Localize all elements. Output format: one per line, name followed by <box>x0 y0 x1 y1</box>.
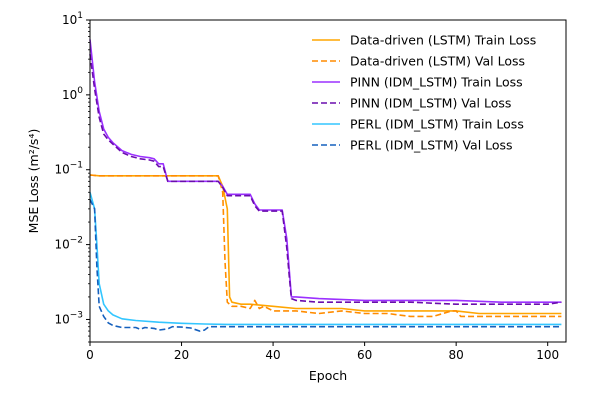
series-line-6 <box>89 199 562 332</box>
legend: Data-driven (LSTM) Train Loss Data-driven… <box>312 33 536 153</box>
legend-label: Data-driven (LSTM) Train Loss <box>350 33 536 48</box>
legend-label: PINN (IDM_LSTM) Train Loss <box>350 75 523 90</box>
y-tick-label: 101 <box>62 11 83 27</box>
legend-label: PERL (IDM_LSTM) Val Loss <box>350 138 513 153</box>
y-tick-label: 100 <box>62 86 83 102</box>
y-tick-label: 10−2 <box>54 236 83 252</box>
y-axis-ticks: 10−3 10−2 10−1 100 101 <box>54 11 90 343</box>
x-tick-label: 20 <box>174 348 189 362</box>
x-axis-label: Epoch <box>309 368 347 383</box>
legend-label: PERL (IDM_LSTM) Train Loss <box>350 117 524 132</box>
series-line-1 <box>89 174 562 315</box>
x-tick-label: 0 <box>86 348 94 362</box>
series-line-2 <box>89 174 562 318</box>
x-tick-label: 40 <box>265 348 280 362</box>
series-line-3 <box>89 39 562 304</box>
series-line-5 <box>89 192 562 326</box>
series-lines <box>89 39 562 332</box>
y-tick-label: 10−1 <box>54 161 83 177</box>
x-tick-label: 60 <box>357 348 372 362</box>
y-axis-label: MSE Loss (m²/s⁴) <box>26 129 41 234</box>
x-axis-ticks: 0 20 40 60 80 100 <box>86 342 559 362</box>
y-tick-label: 10−3 <box>54 310 83 326</box>
series-line-4 <box>89 53 562 306</box>
x-tick-label: 80 <box>449 348 464 362</box>
legend-label: Data-driven (LSTM) Val Loss <box>350 54 525 69</box>
x-tick-label: 100 <box>536 348 559 362</box>
legend-label: PINN (IDM_LSTM) Val Loss <box>350 96 511 111</box>
